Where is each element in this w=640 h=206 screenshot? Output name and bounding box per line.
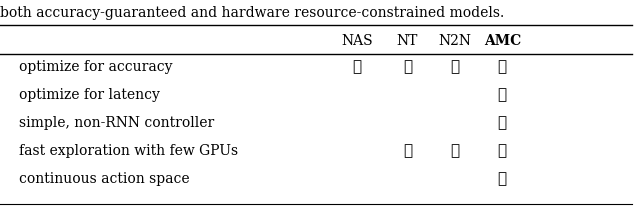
Text: NT: NT <box>397 34 418 48</box>
Text: ✓: ✓ <box>451 60 460 74</box>
Text: N2N: N2N <box>438 34 471 48</box>
Text: ✓: ✓ <box>498 116 507 130</box>
Text: both accuracy-guaranteed and hardware resource-constrained models.: both accuracy-guaranteed and hardware re… <box>0 6 504 20</box>
Text: NAS: NAS <box>341 34 372 48</box>
Text: optimize for latency: optimize for latency <box>19 88 160 102</box>
Text: ✓: ✓ <box>403 60 412 74</box>
Text: ✓: ✓ <box>353 60 362 74</box>
Text: simple, non-RNN controller: simple, non-RNN controller <box>19 116 214 130</box>
Text: ✓: ✓ <box>498 60 507 74</box>
Text: ✓: ✓ <box>403 143 412 157</box>
Text: AMC: AMC <box>484 34 521 48</box>
Text: ✓: ✓ <box>498 143 507 157</box>
Text: ✓: ✓ <box>498 171 507 185</box>
Text: ✓: ✓ <box>498 88 507 102</box>
Text: ✓: ✓ <box>451 143 460 157</box>
Text: continuous action space: continuous action space <box>19 171 189 185</box>
Text: fast exploration with few GPUs: fast exploration with few GPUs <box>19 143 238 157</box>
Text: optimize for accuracy: optimize for accuracy <box>19 60 172 74</box>
